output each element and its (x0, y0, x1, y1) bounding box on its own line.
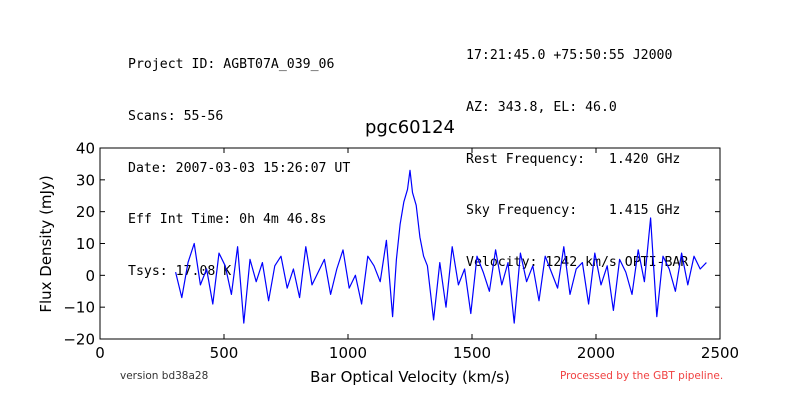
version-text: version bd38a28 (120, 370, 209, 382)
spectrum-line (175, 169, 707, 324)
eff-int-time-text: Eff Int Time: 0h 4m 46.8s (128, 212, 327, 228)
rest-frequency-text: Rest Frequency: 1.420 GHz (466, 151, 681, 167)
sky-frequency-text: Sky Frequency: 1.415 GHz (466, 203, 681, 219)
coordinates-text: 17:21:45.0 +75:50:55 J2000 (466, 48, 673, 64)
y-tick-label: −10 (63, 299, 95, 317)
plot-frame (99, 147, 721, 340)
x-tick-label: 1500 (453, 344, 491, 362)
y-tick-label: 30 (76, 171, 95, 189)
x-tick-label: 2500 (701, 344, 739, 362)
x-tick-label: 2000 (577, 344, 615, 362)
x-tick-label: 1000 (329, 344, 367, 362)
x-axis-ticks: 0 500 1000 1500 2000 2500 (95, 148, 739, 362)
project-id-text: Project ID: AGBT07A_039_06 (128, 57, 335, 73)
y-tick-label: 40 (76, 140, 95, 158)
y-axis-ticks: −20 −10 0 10 20 30 40 (63, 140, 720, 349)
az-el-text: AZ: 343.8, EL: 46.0 (466, 100, 617, 115)
x-axis-label: Bar Optical Velocity (km/s) (310, 368, 510, 386)
scans-text: Scans: 55-56 (128, 109, 224, 124)
y-tick-label: 10 (76, 235, 95, 253)
x-tick-label: 0 (95, 344, 105, 362)
date-text: Date: 2007-03-03 15:26:07 UT (128, 160, 351, 176)
x-tick-label: 500 (210, 344, 239, 362)
chart-title: pgc60124 (365, 117, 455, 138)
observation-info-right: 17:21:45.0 +75:50:55 J2000 AZ: 343.8, EL… (466, 13, 688, 288)
tsys-text: Tsys: 17.08 K (128, 263, 232, 279)
spectrum-series (175, 169, 707, 324)
y-tick-label: 20 (76, 203, 95, 221)
observation-info-left: Project ID: AGBT07A_039_06 Scans: 55-56 … (128, 22, 350, 297)
y-axis-label: Flux Density (mJy) (37, 175, 55, 312)
y-tick-label: −20 (63, 331, 95, 349)
pipeline-text: Processed by the GBT pipeline. (560, 370, 724, 382)
y-tick-label: 0 (85, 267, 95, 285)
